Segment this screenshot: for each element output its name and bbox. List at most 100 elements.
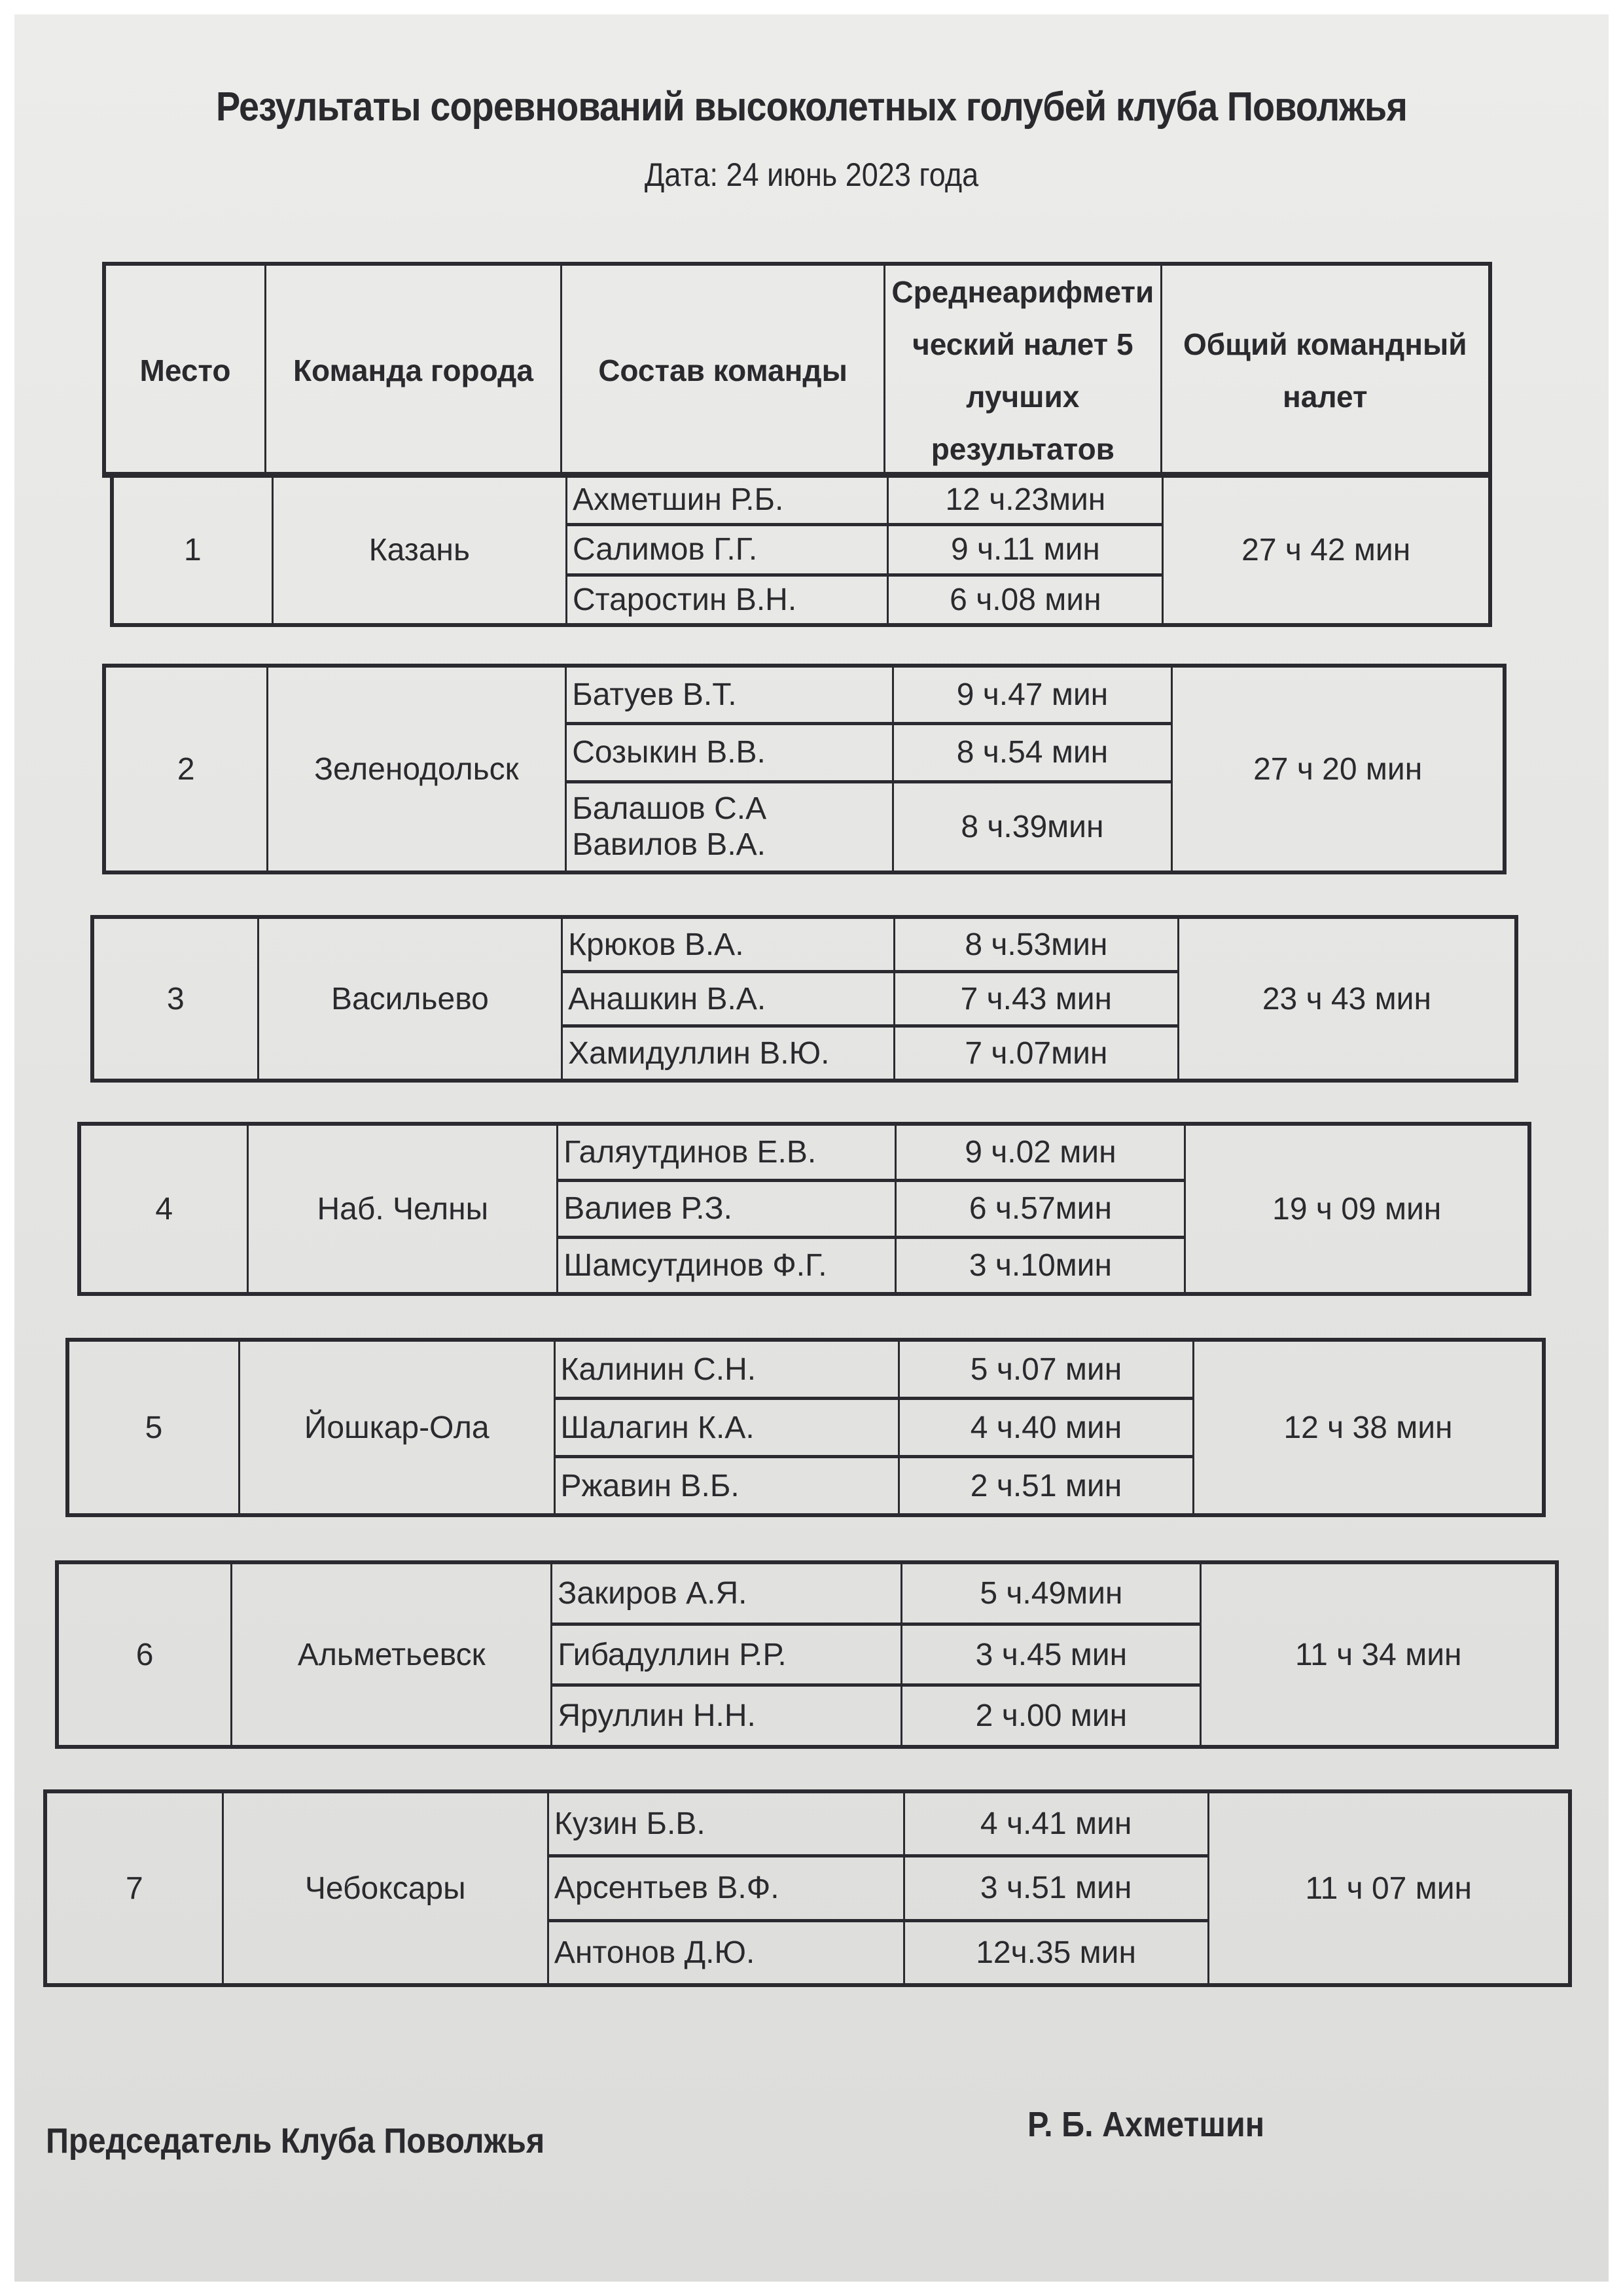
team-members: Калинин С.Н. Шалагин К.А. Ржавин В.Б. bbox=[555, 1342, 900, 1513]
team-total: 12 ч 38 мин bbox=[1283, 1410, 1453, 1445]
member-name: Ржавин В.Б. bbox=[560, 1468, 740, 1503]
member-name: Батуев В.Т. bbox=[572, 677, 737, 713]
member-time: 9 ч.02 мин bbox=[897, 1126, 1185, 1183]
member-time: 4 ч.41 мин bbox=[904, 1793, 1207, 1858]
member-name-cell: Созыкин В.В. bbox=[567, 725, 892, 783]
member-name-cell: Старостин В.Н. bbox=[567, 577, 887, 623]
member-time: 6 ч.57мин bbox=[897, 1182, 1185, 1239]
member-name-cell: Валиев Р.З. bbox=[558, 1182, 895, 1239]
member-time: 9 ч.47 мин bbox=[893, 668, 1171, 726]
member-times: 9 ч.02 мин 6 ч.57мин 3 ч.10мин bbox=[897, 1126, 1186, 1292]
member-name-cell: Галяутдинов Е.В. bbox=[558, 1126, 895, 1183]
team-place: 6 bbox=[59, 1564, 233, 1745]
member-name-cell: Арсентьев В.Ф. bbox=[548, 1857, 903, 1922]
member-name: Закиров А.Я. bbox=[558, 1575, 747, 1611]
member-time: 5 ч.07 мин bbox=[900, 1342, 1192, 1400]
member-name-cell: Шамсутдинов Ф.Г. bbox=[558, 1239, 895, 1292]
header-total-line: Общий командный bbox=[1183, 327, 1467, 361]
team-city: Наб. Челны bbox=[249, 1126, 559, 1292]
member-name-cell: Закиров А.Я. bbox=[552, 1564, 901, 1626]
team-place: 4 bbox=[81, 1126, 249, 1292]
member-name-cell: Крюков В.А. bbox=[563, 919, 893, 973]
member-name-cell: Яруллин Н.Н. bbox=[552, 1687, 901, 1745]
member-time: 8 ч.39мин bbox=[961, 809, 1104, 844]
member-name-cell: Салимов Г.Г. bbox=[567, 526, 887, 577]
member-times: 5 ч.07 мин 4 ч.40 мин 2 ч.51 мин bbox=[900, 1342, 1194, 1513]
member-name: Арсентьев В.Ф. bbox=[554, 1871, 779, 1906]
header-city: Команда города bbox=[266, 266, 562, 475]
header-avg-line: лучших bbox=[966, 380, 1080, 414]
member-time: 12 ч.23мин bbox=[889, 476, 1162, 527]
member-name-cell: Ржавин В.Б. bbox=[556, 1458, 899, 1513]
team-members: Ахметшин Р.Б. Салимов Г.Г. Старостин В.Н. bbox=[567, 476, 889, 623]
footer-signature: Р. Б. Ахметшин bbox=[1027, 2105, 1265, 2144]
team-block: 6 Альметьевск Закиров А.Я. Гибадуллин Р.Р. Я… bbox=[55, 1560, 1559, 1749]
member-time: 7 ч.43 мин bbox=[895, 973, 1177, 1028]
member-name: Валиев Р.З. bbox=[563, 1191, 732, 1227]
member-name-cell: Анашкин В.А. bbox=[563, 973, 893, 1028]
team-total: 23 ч 43 мин bbox=[1262, 981, 1431, 1016]
team-city: Зеленодольск bbox=[268, 668, 567, 870]
member-times: 5 ч.49мин 3 ч.45 мин 2 ч.00 мин bbox=[902, 1564, 1202, 1745]
team-city: Васильево bbox=[259, 919, 563, 1079]
member-time: 8 ч.53мин bbox=[895, 919, 1177, 973]
team-place: 1 bbox=[114, 476, 274, 623]
member-name: Шамсутдинов Ф.Г. bbox=[563, 1247, 827, 1283]
team-place: 5 bbox=[69, 1342, 240, 1513]
member-time: 3 ч.10мин bbox=[969, 1247, 1112, 1283]
member-name: Антонов Д.Ю. bbox=[554, 1935, 755, 1970]
header-members: Состав команды bbox=[562, 266, 886, 475]
member-name: Кузин Б.В. bbox=[554, 1806, 705, 1842]
team-block: 7 Чебоксары Кузин Б.В. Арсентьев В.Ф. Антоно… bbox=[43, 1789, 1572, 1987]
member-name-cell: Кузин Б.В. bbox=[548, 1793, 903, 1858]
member-name: Яруллин Н.Н. bbox=[558, 1698, 756, 1734]
team-members: Галяутдинов Е.В. Валиев Р.З. Шамсутдинов Ф… bbox=[558, 1126, 897, 1292]
member-name-cell: Калинин С.Н. bbox=[555, 1342, 898, 1400]
member-name: Галяутдинов Е.В. bbox=[563, 1135, 817, 1170]
header-avg-line: Среднеарифмети bbox=[891, 275, 1154, 309]
member-time: 5 ч.49мин bbox=[902, 1564, 1200, 1626]
header-avg-line: результатов bbox=[931, 432, 1115, 466]
member-time: 12ч.35 мин bbox=[976, 1935, 1136, 1970]
member-name: Вавилов В.А. bbox=[572, 827, 766, 863]
team-members: Крюков В.А. Анашкин В.А. Хамидуллин В.Ю. bbox=[563, 919, 895, 1079]
member-time: 4 ч.40 мин bbox=[900, 1400, 1192, 1458]
member-times: 12 ч.23мин 9 ч.11 мин 6 ч.08 мин bbox=[889, 476, 1164, 623]
team-city: Йошкар-Ола bbox=[240, 1342, 556, 1513]
member-time: 2 ч.51 мин bbox=[970, 1468, 1122, 1503]
member-name-cell: Ахметшин Р.Б. bbox=[567, 476, 887, 527]
team-block: 4 Наб. Челны Галяутдинов Е.В. Валиев Р.З. Ша… bbox=[77, 1122, 1531, 1296]
member-times: 4 ч.41 мин 3 ч.51 мин 12ч.35 мин bbox=[904, 1793, 1209, 1983]
member-name: Шалагин К.А. bbox=[560, 1410, 755, 1445]
header-avg-line: ческий налет 5 bbox=[912, 327, 1133, 361]
member-time: 3 ч.51 мин bbox=[904, 1857, 1207, 1922]
member-name: Крюков В.А. bbox=[568, 927, 744, 962]
team-members: Батуев В.Т. Созыкин В.В. Балашов С.А Вавило… bbox=[567, 668, 894, 870]
team-place: 3 bbox=[94, 919, 259, 1079]
member-name: Гибадуллин Р.Р. bbox=[558, 1637, 787, 1672]
member-name-cell: Балашов С.А Вавилов В.А. bbox=[567, 783, 891, 870]
member-times: 8 ч.53мин 7 ч.43 мин 7 ч.07мин bbox=[895, 919, 1179, 1079]
member-name: Калинин С.Н. bbox=[560, 1352, 757, 1387]
member-time: 8 ч.54 мин bbox=[893, 725, 1171, 783]
member-name-cell: Хамидуллин В.Ю. bbox=[563, 1028, 893, 1079]
team-block: 3 Васильево Крюков В.А. Анашкин В.А. Хамидул… bbox=[90, 915, 1518, 1083]
document-title: Результаты соревнований высоколетных гол… bbox=[216, 84, 1408, 130]
member-time: 7 ч.07мин bbox=[965, 1035, 1108, 1071]
table-header: Место Команда города Состав команды Сред… bbox=[102, 262, 1492, 478]
document-date: Дата: 24 июнь 2023 года bbox=[644, 156, 979, 193]
header-place: Место bbox=[106, 266, 266, 475]
member-name-cell: Батуев В.Т. bbox=[567, 668, 892, 726]
team-members: Закиров А.Я. Гибадуллин Р.Р. Яруллин Н.Н. bbox=[552, 1564, 903, 1745]
team-place: 7 bbox=[47, 1793, 224, 1983]
document-page bbox=[14, 14, 1609, 2282]
team-city: Альметьевск bbox=[232, 1564, 553, 1745]
member-times: 9 ч.47 мин 8 ч.54 мин 8 ч.39мин bbox=[893, 668, 1173, 870]
member-name: Балашов С.А bbox=[572, 791, 767, 827]
member-name: Ахметшин Р.Б. bbox=[572, 482, 784, 518]
team-block: 2 Зеленодольск Батуев В.Т. Созыкин В.В. Бала… bbox=[102, 664, 1507, 874]
member-time: 9 ч.11 мин bbox=[889, 526, 1162, 577]
header-total: Общий командный налет bbox=[1162, 266, 1488, 475]
member-time: 6 ч.08 мин bbox=[950, 582, 1101, 617]
member-name-cell: Гибадуллин Р.Р. bbox=[552, 1626, 901, 1687]
